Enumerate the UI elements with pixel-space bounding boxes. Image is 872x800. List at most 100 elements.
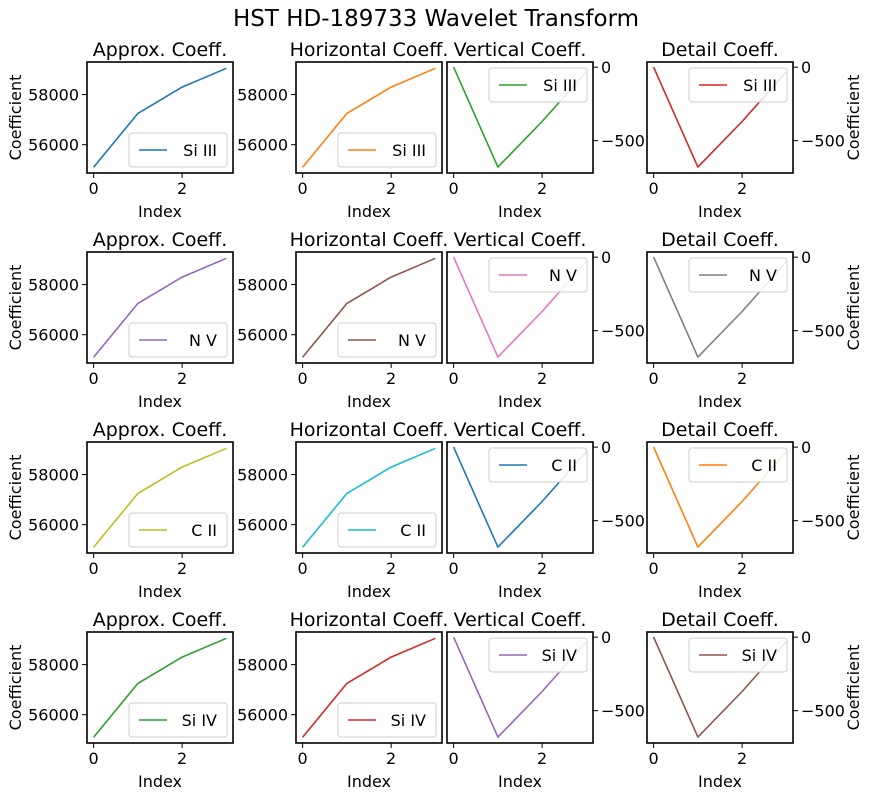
- y-axis-label: Coefficient: [6, 455, 25, 541]
- y-tick-label: −500: [601, 702, 645, 721]
- legend-box: [488, 67, 588, 103]
- y-tick-label: 56000: [237, 136, 288, 155]
- legend-label: Si IV: [182, 711, 217, 730]
- x-axis-label: Index: [498, 392, 542, 411]
- series-line: [301, 257, 436, 358]
- legend-label: N V: [189, 331, 217, 350]
- subplot-r3-c2: Horizontal Coeff. 0 2 56000 58000 Index C II: [237, 419, 448, 601]
- subplot-r2-c4: Detail Coeff. 0 2 0 −500 Index Coefficient N V: [646, 229, 863, 411]
- legend-box: [128, 702, 228, 738]
- x-tick-label: 0: [649, 179, 659, 198]
- axes-frame: [295, 631, 443, 744]
- subplot-title: Horizontal Coeff.: [290, 39, 449, 61]
- axes-frame: [86, 631, 234, 744]
- axes-frame: [446, 441, 594, 554]
- x-tick-label: 2: [537, 749, 547, 768]
- subplot-r1-c1: Approx. Coeff. 0 2 56000 58000 Index Coefficie…: [6, 39, 234, 221]
- series-line: [301, 67, 436, 168]
- subplot-r4-c2: Horizontal Coeff. 0 2 56000 58000 Index Si IV: [237, 609, 448, 791]
- legend: Si III: [128, 132, 228, 168]
- axes-frame: [646, 61, 794, 174]
- series-line: [92, 257, 227, 358]
- x-axis-label: Index: [498, 772, 542, 791]
- y-tick-label: 56000: [237, 706, 288, 725]
- y-tick-label: −500: [601, 322, 645, 341]
- subplot-title: Horizontal Coeff.: [290, 419, 449, 441]
- y-tick-label: 56000: [28, 136, 79, 155]
- legend-label: Si III: [543, 76, 577, 95]
- x-tick-label: 0: [649, 749, 659, 768]
- x-axis-label: Index: [138, 392, 182, 411]
- legend-label: Si IV: [542, 646, 577, 665]
- x-tick-label: 0: [89, 749, 99, 768]
- legend-box: [688, 67, 788, 103]
- legend: Si IV: [128, 702, 228, 738]
- subplot-r2-c1: Approx. Coeff. 0 2 56000 58000 Index Coefficie…: [6, 229, 234, 411]
- x-tick-label: 0: [89, 369, 99, 388]
- x-axis-label: Index: [498, 582, 542, 601]
- legend-box: [128, 512, 228, 548]
- series-line: [92, 637, 227, 738]
- subplot-title: Approx. Coeff.: [93, 419, 228, 441]
- legend: Si III: [488, 67, 588, 103]
- x-tick-label: 2: [386, 369, 396, 388]
- legend-box: [337, 702, 437, 738]
- y-tick-label: 56000: [237, 516, 288, 535]
- y-tick-label: 0: [801, 628, 811, 647]
- x-axis-label: Index: [138, 772, 182, 791]
- x-tick-label: 0: [89, 179, 99, 198]
- x-tick-label: 2: [737, 369, 747, 388]
- legend-box: [488, 257, 588, 293]
- subplot-r4-c3: Vertical Coeff. 0 2 0 −500 Index Si IV: [446, 609, 645, 791]
- series-line: [92, 67, 227, 168]
- subplot-r1-c2: Horizontal Coeff. 0 2 56000 58000 Index Si III: [237, 39, 448, 221]
- legend: Si IV: [688, 637, 788, 673]
- y-axis-label: Coefficient: [844, 455, 863, 541]
- subplot-title: Vertical Coeff.: [454, 39, 587, 61]
- x-tick-label: 0: [649, 559, 659, 578]
- y-tick-label: 0: [601, 628, 611, 647]
- subplot-r2-c3: Vertical Coeff. 0 2 0 −500 Index N V: [446, 229, 645, 411]
- subplot-r3-c4: Detail Coeff. 0 2 0 −500 Index Coefficient C II: [646, 419, 863, 601]
- x-tick-label: 2: [177, 369, 187, 388]
- y-tick-label: 56000: [237, 326, 288, 345]
- y-tick-label: −500: [601, 512, 645, 531]
- legend: Si III: [337, 132, 437, 168]
- x-tick-label: 2: [537, 559, 547, 578]
- subplot-title: Vertical Coeff.: [454, 609, 587, 631]
- y-axis-label: Coefficient: [844, 645, 863, 731]
- legend: Si IV: [337, 702, 437, 738]
- legend-label: Si III: [392, 141, 426, 160]
- y-tick-label: 56000: [28, 706, 79, 725]
- x-axis-label: Index: [347, 772, 391, 791]
- series-line: [301, 637, 436, 738]
- x-axis-label: Index: [698, 202, 742, 221]
- legend-box: [688, 257, 788, 293]
- subplot-title: Detail Coeff.: [661, 39, 779, 61]
- x-tick-label: 2: [177, 559, 187, 578]
- x-tick-label: 0: [298, 179, 308, 198]
- legend: Si III: [688, 67, 788, 103]
- legend-label: C II: [551, 456, 577, 475]
- legend: C II: [337, 512, 437, 548]
- legend-box: [337, 132, 437, 168]
- series-line: [92, 447, 227, 548]
- y-axis-label: Coefficient: [844, 75, 863, 161]
- x-tick-label: 2: [737, 179, 747, 198]
- y-tick-label: 56000: [28, 326, 79, 345]
- legend: N V: [337, 322, 437, 358]
- y-tick-label: 58000: [28, 466, 79, 485]
- subplot-title: Vertical Coeff.: [454, 229, 587, 251]
- x-tick-label: 2: [177, 179, 187, 198]
- x-tick-label: 0: [449, 179, 459, 198]
- axes-frame: [646, 441, 794, 554]
- legend-box: [128, 322, 228, 358]
- x-tick-label: 2: [177, 749, 187, 768]
- legend-label: C II: [751, 456, 777, 475]
- x-axis-label: Index: [698, 392, 742, 411]
- x-tick-label: 0: [449, 559, 459, 578]
- x-axis-label: Index: [347, 202, 391, 221]
- y-tick-label: −500: [801, 132, 845, 151]
- subplot-title: Approx. Coeff.: [93, 39, 228, 61]
- series-line: [301, 447, 436, 548]
